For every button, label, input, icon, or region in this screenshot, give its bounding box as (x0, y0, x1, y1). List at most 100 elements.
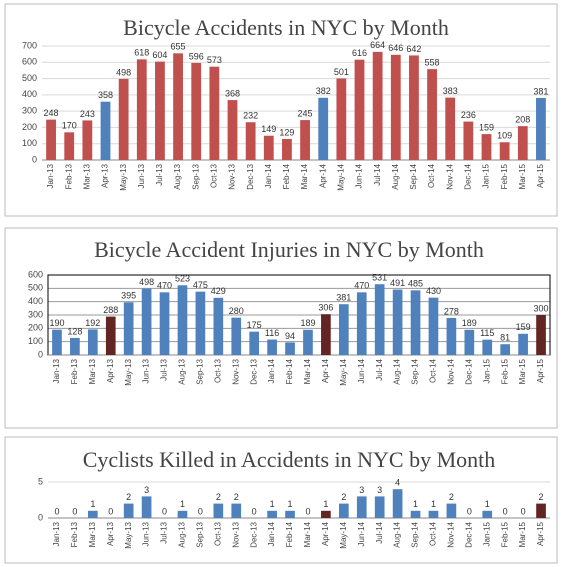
y-tick-label: 300 (22, 106, 37, 116)
x-tick-label: Apr-15 (536, 521, 545, 546)
data-label: 616 (352, 48, 367, 58)
x-tick-label: Mar-13 (88, 521, 97, 547)
x-tick-label: Sep-14 (411, 521, 420, 547)
data-label: 0 (72, 506, 77, 516)
x-tick-label: Dec-14 (463, 163, 472, 189)
x-tick-label: Nov-14 (445, 163, 454, 189)
data-label: 0 (108, 506, 113, 516)
x-tick-label: May-14 (336, 163, 345, 190)
data-label: 498 (139, 277, 154, 287)
bar (517, 126, 528, 160)
data-label: 655 (171, 42, 186, 52)
data-label: 0 (252, 506, 257, 516)
bar (428, 510, 439, 518)
x-tick-label: Mar-13 (88, 358, 97, 384)
bar (173, 53, 183, 161)
x-tick-label: May-14 (339, 358, 348, 385)
data-label: 2 (539, 492, 544, 502)
bar (321, 314, 331, 355)
data-label: 288 (103, 305, 118, 315)
data-label: 159 (479, 122, 494, 132)
data-label: 128 (67, 326, 82, 336)
data-label: 470 (354, 281, 369, 291)
bar (249, 331, 260, 355)
y-tick-label: 0 (32, 154, 37, 164)
data-label: 2 (216, 492, 221, 502)
bar (100, 101, 111, 160)
data-label: 0 (54, 506, 59, 516)
bar (213, 503, 224, 518)
x-tick-label: Apr-15 (536, 163, 545, 188)
x-tick-label: Jul-13 (160, 358, 169, 380)
bar (392, 289, 403, 355)
bar (64, 132, 75, 160)
data-label: 485 (408, 279, 423, 289)
bar (446, 503, 457, 518)
bar (482, 510, 493, 518)
data-label: 430 (426, 286, 441, 296)
x-tick-label: Nov-13 (231, 358, 240, 384)
bar (87, 329, 98, 355)
data-label: 278 (444, 306, 459, 316)
data-label: 94 (285, 331, 295, 341)
y-tick-label: 500 (28, 283, 43, 293)
x-tick-label: Apr-15 (536, 358, 545, 383)
data-label: 3 (377, 485, 382, 495)
data-label: 381 (336, 293, 351, 303)
bar (303, 329, 313, 355)
data-label: 618 (134, 48, 149, 58)
x-tick-label: Nov-13 (231, 521, 240, 547)
x-tick-label: Mar-14 (300, 163, 309, 189)
bar (427, 69, 437, 160)
bar (177, 510, 188, 518)
data-label: 189 (300, 318, 315, 328)
chart-title: Cyclists Killed in Accidents in NYC by M… (83, 447, 496, 472)
data-label: 170 (62, 121, 77, 131)
y-tick-label: 600 (22, 57, 37, 67)
x-tick-label: Feb-13 (70, 521, 79, 547)
bar (159, 292, 170, 355)
x-tick-label: Dec-14 (464, 358, 473, 384)
data-label: 1 (413, 499, 418, 509)
bar (464, 329, 475, 355)
x-tick-label: Aug-14 (393, 358, 402, 384)
y-tick-label: 400 (22, 89, 37, 99)
data-label: 470 (157, 281, 172, 291)
data-label: 1 (180, 499, 185, 509)
data-label: 1 (431, 499, 436, 509)
data-label: 395 (121, 291, 136, 301)
bar (118, 78, 129, 160)
bar (136, 59, 147, 160)
data-label: 300 (534, 303, 549, 313)
data-label: 2 (341, 492, 346, 502)
x-tick-label: Jan-13 (52, 521, 61, 546)
bar (300, 120, 310, 160)
x-tick-label: Jan-15 (482, 163, 491, 188)
bar (52, 329, 62, 355)
x-tick-label: May-13 (119, 163, 128, 190)
data-label: 248 (44, 108, 59, 118)
bar (445, 97, 456, 160)
bar (227, 100, 238, 160)
data-label: 1 (485, 499, 490, 509)
x-tick-label: May-13 (124, 358, 133, 385)
y-tick-label: 300 (28, 309, 43, 319)
data-label: 501 (334, 67, 349, 77)
data-label: 4 (395, 478, 400, 488)
bar (141, 496, 152, 518)
x-tick-label: Jan-13 (52, 358, 61, 383)
bar (267, 339, 277, 355)
bar (263, 135, 274, 160)
bar (285, 510, 295, 518)
bar (123, 503, 134, 518)
data-label: 3 (359, 485, 364, 495)
x-tick-label: Jan-14 (264, 163, 273, 188)
x-tick-label: Jun-13 (137, 163, 146, 188)
data-label: 646 (388, 43, 403, 53)
data-label: 558 (425, 58, 440, 68)
bar (409, 55, 419, 161)
x-tick-label: Apr-14 (318, 163, 327, 188)
x-tick-label: Sep-14 (409, 163, 418, 189)
x-tick-label: Jun-14 (357, 358, 366, 383)
bar (231, 317, 242, 355)
